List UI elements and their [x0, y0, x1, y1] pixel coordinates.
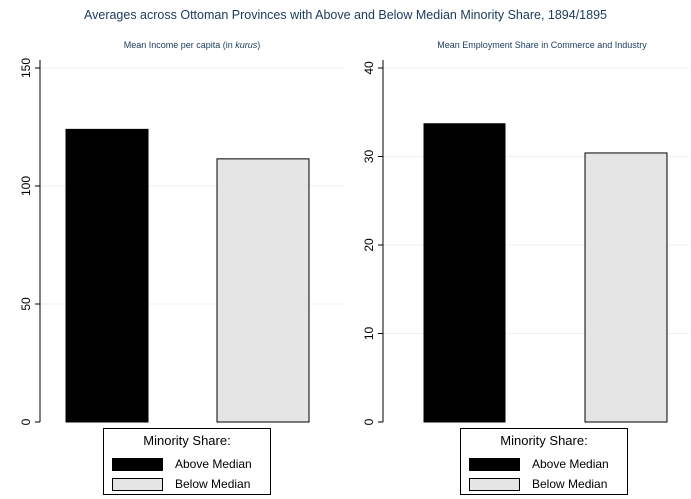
employment-chart-panel: Mean Employment Share in Commerce and In… — [362, 40, 689, 425]
income-chart-legend: Minority Share: Above Median Below Media… — [103, 428, 271, 495]
panel-title-italic: kurus — [235, 40, 258, 50]
legend-swatch-below-median — [469, 478, 520, 491]
legend-swatch-above-median — [112, 458, 163, 471]
y-tick-label: 30 — [362, 150, 376, 164]
chart-title: Averages across Ottoman Provinces with A… — [84, 8, 607, 22]
panel-title-text: Mean Employment Share in Commerce and In… — [437, 40, 647, 50]
legend-title: Minority Share: — [500, 433, 588, 448]
legend-title: Minority Share: — [143, 433, 231, 448]
bar-below-median — [584, 152, 668, 423]
panel-title: Mean Employment Share in Commerce and In… — [437, 40, 647, 50]
bar-above-median — [65, 128, 149, 423]
legend-label-above-median: Above Median — [175, 457, 252, 471]
legend-label-above-median: Above Median — [532, 457, 609, 471]
panel-title-suffix: ) — [257, 40, 260, 50]
legend-label-below-median: Below Median — [175, 477, 251, 491]
legend-label-below-median: Below Median — [532, 477, 608, 491]
y-tick-label: 0 — [362, 418, 376, 425]
y-tick-label: 150 — [19, 58, 33, 78]
y-tick-label: 50 — [19, 297, 33, 311]
employment-chart-legend: Minority Share: Above Median Below Media… — [460, 428, 628, 495]
legend-swatch-below-median — [112, 478, 163, 491]
y-tick-label: 20 — [362, 238, 376, 252]
bar-above-median — [423, 123, 506, 423]
y-tick-label: 40 — [362, 61, 376, 75]
y-tick-label: 10 — [362, 327, 376, 341]
y-tick-label: 100 — [19, 176, 33, 196]
panel-title-text: Mean Income per capita (in — [124, 40, 236, 50]
income-chart-panel: Mean Income per capita (in kurus) 0 50 100 1… — [19, 40, 344, 425]
y-tick-label: 0 — [19, 418, 33, 425]
bar-below-median — [216, 158, 310, 423]
legend-swatch-above-median — [469, 458, 520, 471]
panel-title: Mean Income per capita (in kurus) — [124, 40, 261, 50]
